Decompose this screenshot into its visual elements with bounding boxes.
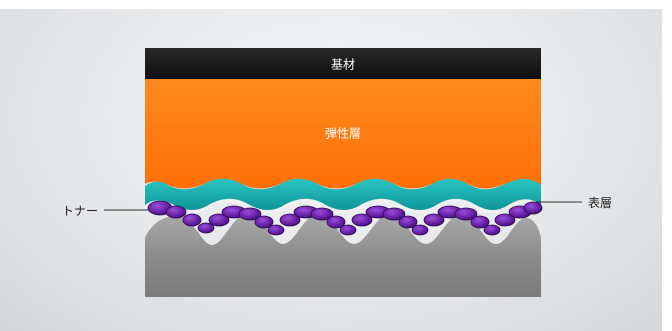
surface-layer-label: 表層 xyxy=(588,196,613,210)
elastic-layer-label: 弾性層 xyxy=(324,126,362,141)
substrate-label: 基材 xyxy=(330,57,356,72)
surface-highlight xyxy=(144,199,542,213)
frame-edge xyxy=(0,0,672,9)
surface-layer xyxy=(145,178,541,210)
base-block xyxy=(145,214,541,297)
frame-edge xyxy=(662,0,672,331)
toner-particles xyxy=(147,200,543,236)
toner-label: トナー xyxy=(62,204,99,218)
substrate-layer xyxy=(145,48,541,79)
elastic-layer xyxy=(145,79,541,189)
